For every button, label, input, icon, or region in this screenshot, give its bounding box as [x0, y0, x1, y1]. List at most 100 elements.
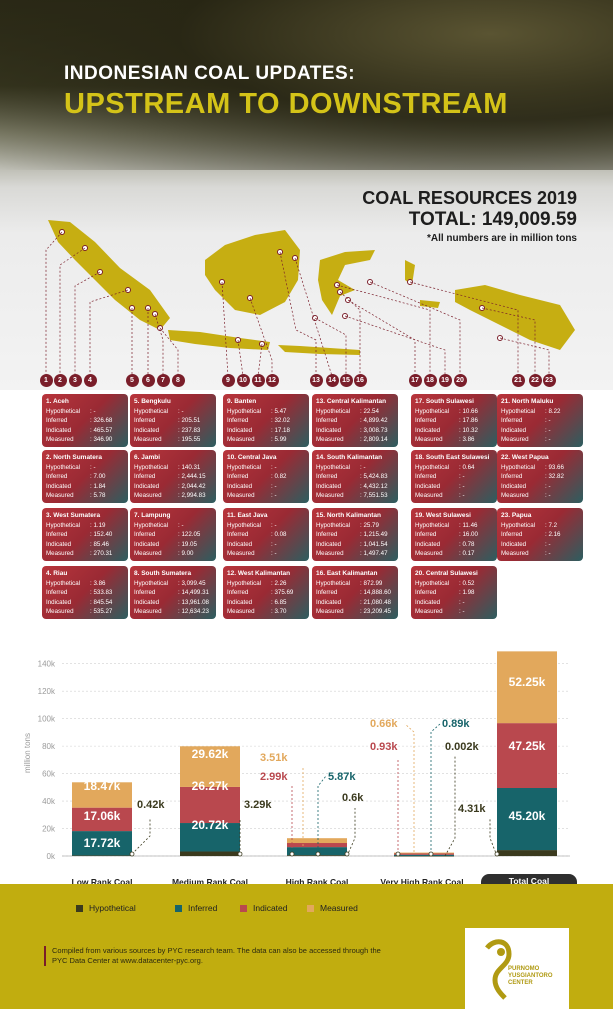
anchor-dot [129, 851, 135, 857]
row-value: : - [271, 482, 277, 490]
province-row: Indicated: - [415, 482, 493, 491]
row-label: Inferred [227, 589, 249, 597]
province-row: Inferred: 4,899.42 [316, 416, 394, 425]
row-label: Measured [501, 491, 529, 499]
row-label: Inferred [46, 473, 68, 481]
province-card: 20. Central Sulawesi Hypothetical: 0.52 In… [411, 566, 497, 620]
province-row: Measured: - [501, 435, 579, 444]
leader-line [430, 723, 441, 854]
province-card: 6. Jambi Hypothetical: 140.31 Inferred: 2,… [130, 450, 216, 504]
map-marker-20: 20 [453, 374, 467, 387]
legend-swatch-measured [307, 904, 314, 912]
row-value: : 5.99 [271, 435, 287, 443]
anchor-dot [237, 851, 243, 857]
province-row: Measured: 2,809.14 [316, 435, 394, 444]
row-value: : 9.00 [178, 549, 194, 557]
province-row: Indicated: 845.54 [46, 598, 124, 607]
row-label: Indicated [316, 426, 342, 434]
row-value: : 3,099.45 [178, 580, 206, 588]
map-marker-10: 10 [236, 374, 250, 387]
map-marker-14: 14 [325, 374, 339, 387]
province-card: 10. Central Java Hypothetical: - Inferred:… [223, 450, 309, 504]
row-value: : 7.2 [545, 522, 558, 530]
province-row: Indicated: 1,041.54 [316, 540, 394, 549]
row-value: : 14,888.60 [360, 589, 391, 597]
bar-value-label: 5.87k [328, 771, 356, 783]
map-marker-4: 4 [83, 374, 97, 387]
row-value: : - [271, 464, 277, 472]
province-name: 22. West Papua [501, 454, 549, 461]
bar-segment [287, 838, 347, 844]
row-value: : 22.54 [360, 408, 379, 416]
bar-value-label: 18.47k [84, 779, 121, 793]
row-label: Inferred [134, 531, 156, 539]
leader-line [346, 808, 356, 857]
row-value: : 0.17 [459, 549, 475, 557]
province-row: Indicated: 4,432.12 [316, 482, 394, 491]
row-label: Inferred [46, 417, 68, 425]
bar-value-label: 2.99k [260, 771, 288, 783]
row-label: Indicated [501, 540, 527, 548]
row-label: Measured [227, 435, 255, 443]
row-label: Indicated [134, 540, 160, 548]
row-value: : 326.68 [90, 417, 113, 425]
row-value: : 10.66 [459, 408, 478, 416]
province-row: Inferred: - [415, 472, 493, 481]
bar-value-label: 17.72k [84, 836, 121, 850]
footer-note: Compiled from various sources by PYC res… [44, 946, 394, 966]
row-label: Measured [415, 491, 443, 499]
bar-segment [497, 788, 557, 851]
row-value: : 535.27 [90, 607, 113, 615]
row-value: : 237.83 [178, 426, 201, 434]
row-label: Hypothetical [501, 522, 536, 530]
row-value: : - [545, 482, 551, 490]
map-marker-11: 11 [251, 374, 265, 387]
bar-segment [394, 852, 454, 854]
resources-total: TOTAL: 149,009.59 [408, 209, 577, 230]
row-label: Measured [134, 435, 162, 443]
anchor-dot [395, 851, 401, 857]
bar-segment [287, 843, 347, 848]
province-card: 21. North Maluku Hypothetical: 8.22 Inferr… [497, 394, 583, 448]
province-row: Indicated: 13,961.08 [134, 598, 212, 607]
legend-swatch-inferred [175, 904, 182, 912]
province-row: Measured: 23,209.45 [316, 607, 394, 616]
province-card: 8. South Sumatera Hypothetical: 3,099.45 I… [130, 566, 216, 620]
province-row: Measured: 7,551.53 [316, 491, 394, 500]
province-name: 1. Aceh [46, 398, 69, 405]
province-row: Hypothetical: 140.31 [134, 463, 212, 472]
row-value: : 0.08 [271, 531, 287, 539]
province-row: Hypothetical : 7.2 [501, 521, 579, 530]
row-value: : 19.05 [178, 540, 197, 548]
province-row: Indicated: - [501, 426, 579, 435]
map-marker-8: 8 [171, 374, 185, 387]
province-row: Hypothetical: 5.47 [227, 407, 305, 416]
row-value: : 21,080.48 [360, 598, 391, 606]
province-name: 9. Banten [227, 398, 257, 405]
province-name: 6. Jambi [134, 454, 161, 461]
row-label: Indicated [501, 426, 527, 434]
row-value: : 2,994.83 [178, 491, 206, 499]
row-value: : 5,424.83 [360, 473, 388, 481]
y-tick-label: 80k [42, 742, 56, 751]
row-label: Inferred [46, 531, 68, 539]
row-label: Measured [316, 607, 344, 615]
row-label: Indicated [415, 540, 441, 548]
row-value: : 14,499.31 [178, 589, 209, 597]
papua-island [455, 285, 575, 350]
category-label: High Rank Coal [285, 877, 349, 887]
map-marker-19: 19 [438, 374, 452, 387]
row-label: Inferred [415, 531, 437, 539]
province-name: 7. Lampung [134, 512, 171, 519]
leader-line [489, 818, 498, 857]
row-value: : 32.02 [271, 417, 290, 425]
nusa-tenggara [278, 345, 360, 355]
row-label: Inferred [316, 589, 338, 597]
bar-segment [394, 855, 454, 857]
row-label: Hypothetical [134, 464, 169, 472]
row-label: Indicated [46, 540, 72, 548]
province-card: 22. West Papua Hypothetical: 93.66 Inferre… [497, 450, 583, 504]
map-marker-13: 13 [309, 374, 323, 387]
province-row: Indicated: 3,008.73 [316, 426, 394, 435]
row-value: : 2.26 [271, 580, 287, 588]
